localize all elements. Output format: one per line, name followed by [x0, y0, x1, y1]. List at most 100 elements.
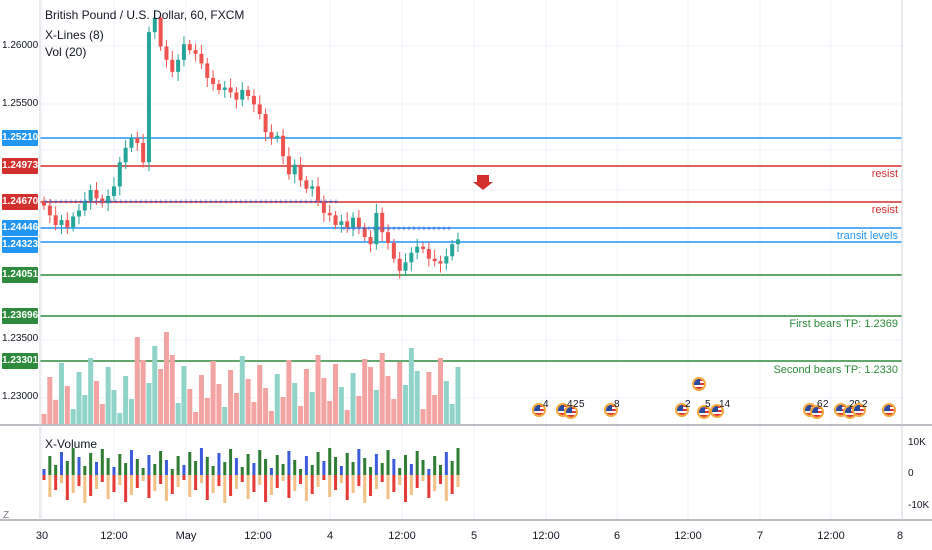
xvol-bar: [287, 451, 291, 475]
event-flag-icon[interactable]: [882, 403, 896, 417]
xvol-bar: [339, 466, 343, 475]
volume-bar: [274, 374, 280, 424]
xvol-bar: [100, 449, 104, 475]
xline-marker: +: [347, 224, 352, 233]
xvol-bar: [170, 469, 174, 475]
xvol-bar: [106, 458, 110, 475]
event-flag-icon[interactable]: [852, 403, 866, 417]
xvol-bar: [59, 475, 63, 483]
time-tick: 7: [756, 530, 764, 542]
indicator-xlines[interactable]: X-Lines (8): [45, 28, 104, 42]
volume-bar: [117, 413, 123, 424]
time-tick: 4: [326, 530, 334, 542]
volume-bar: [140, 360, 146, 424]
event-flag-icon[interactable]: [675, 403, 689, 417]
xvol-bar: [94, 475, 98, 489]
time-tick: May: [175, 530, 197, 542]
time-tick: 5: [470, 530, 478, 542]
xvol-bar: [65, 475, 69, 500]
volume-bar: [438, 358, 444, 424]
candle: [362, 227, 367, 237]
xvol-bar: [275, 475, 279, 488]
candle: [257, 104, 262, 115]
xvol-bar: [199, 475, 203, 483]
xline-marker: +: [114, 197, 119, 206]
xvol-bar: [398, 468, 402, 475]
volume-bar: [362, 359, 368, 424]
volume-bar: [198, 375, 204, 424]
xline-marker: +: [99, 197, 104, 206]
xvol-bar: [246, 475, 250, 499]
price-tick: 1.26000: [2, 40, 39, 51]
xvol-bar: [223, 462, 227, 475]
xvol-bar: [264, 475, 268, 502]
volume-bar: [268, 411, 274, 424]
zoom-icon[interactable]: Z: [2, 510, 10, 521]
xvol-bar: [42, 475, 46, 480]
xvol-bar: [450, 475, 454, 494]
xvol-bar: [293, 475, 297, 491]
event-flag-icon[interactable]: [604, 403, 618, 417]
xvol-bar: [234, 458, 238, 475]
xline-marker: +: [377, 224, 382, 233]
xvolume-label[interactable]: X-Volume: [45, 437, 98, 451]
candle: [269, 132, 274, 139]
xvol-bar: [293, 460, 297, 475]
volume-bar: [303, 369, 309, 424]
candle: [146, 32, 151, 163]
xvol-tick: -10K: [908, 500, 930, 511]
volume-bar: [41, 414, 47, 424]
volume-bar: [443, 381, 449, 424]
xvol-bar: [351, 475, 355, 493]
volume-bar: [169, 355, 175, 424]
xline-marker: +: [104, 197, 109, 206]
xline-marker: +: [407, 224, 412, 233]
xvol-bar: [188, 475, 192, 497]
time-tick: 6: [613, 530, 621, 542]
time-tick: 8: [896, 530, 904, 542]
xvol-bar: [229, 449, 233, 475]
xvol-bar: [229, 475, 233, 496]
volume-bar: [111, 390, 117, 424]
xvol-bar: [386, 475, 390, 499]
event-flag-icon[interactable]: [532, 403, 546, 417]
candle: [345, 221, 350, 228]
xvol-bar: [217, 453, 221, 475]
event-flag-icon[interactable]: [710, 404, 724, 418]
xline-marker: +: [64, 197, 69, 206]
time-tick: 12:00: [532, 530, 560, 542]
xline-marker: +: [159, 197, 164, 206]
price-label: 1.23696: [2, 308, 38, 324]
xvol-bar: [182, 475, 186, 480]
event-flag-icon[interactable]: [564, 405, 578, 419]
event-flag-icon[interactable]: [810, 405, 824, 419]
event-flag-icon[interactable]: [692, 377, 706, 391]
xvol-bar: [444, 475, 448, 501]
candle: [426, 249, 431, 259]
xvolume-bars: [42, 448, 460, 503]
xline-marker: +: [244, 197, 249, 206]
xvol-bar: [334, 457, 338, 475]
volume-bar: [432, 395, 438, 424]
volume-bar: [455, 367, 461, 424]
indicator-volume[interactable]: Vol (20): [45, 45, 87, 59]
volume-bar: [257, 365, 263, 424]
xline-marker: +: [284, 197, 289, 206]
volume-bar: [420, 409, 426, 424]
candle: [222, 87, 227, 90]
xline-marker: +: [259, 197, 264, 206]
volume-bar: [88, 358, 94, 424]
event-count: 4: [567, 399, 573, 410]
xvol-bar: [415, 475, 419, 488]
candle: [88, 189, 93, 201]
xline-marker: +: [392, 224, 397, 233]
xline-marker: +: [432, 224, 437, 233]
xvol-bar: [106, 475, 110, 499]
volume-bar: [128, 399, 134, 424]
volume-bar: [163, 332, 169, 424]
xvol-bar: [380, 463, 384, 475]
candle: [240, 89, 245, 100]
candle: [368, 236, 373, 245]
xline-marker: +: [352, 224, 357, 233]
